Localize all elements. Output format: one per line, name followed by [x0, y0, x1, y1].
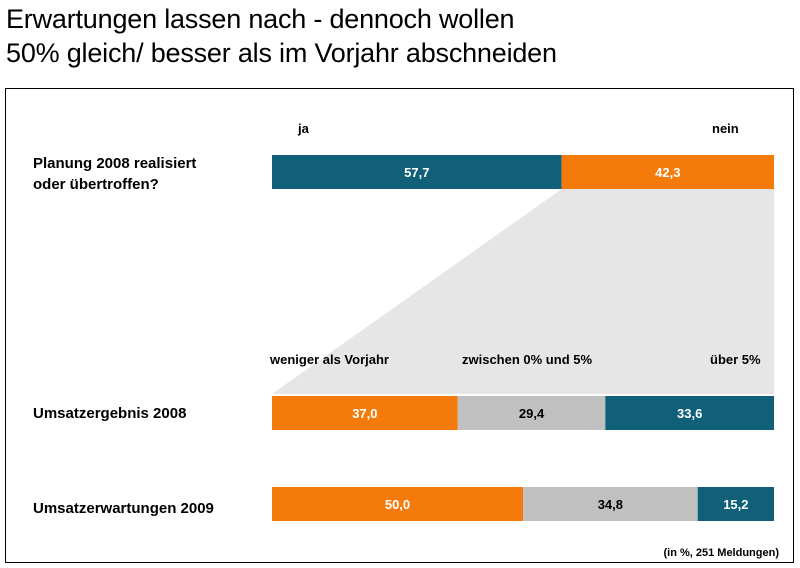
- legend-ueber-5: über 5%: [710, 352, 761, 367]
- data-label-1-1-2: 15,2: [723, 497, 748, 512]
- category-label-planung: Planung 2008 realisiert oder übertroffen…: [33, 155, 201, 193]
- footnote: (in %, 251 Meldungen): [663, 547, 779, 559]
- category-label-umsatzergebnis-2008: Umsatzergebnis 2008: [33, 405, 186, 422]
- data-label-0-0-0: 57,7: [404, 165, 429, 180]
- bar-0-0-0: [272, 155, 562, 189]
- bar-1-0-2: [605, 396, 774, 430]
- data-label-1-1-1: 34,8: [598, 497, 623, 512]
- bar-0-0-1: [561, 155, 774, 189]
- legend-ja: ja: [297, 121, 310, 136]
- data-label-1-0-0: 37,0: [352, 406, 377, 421]
- title-line-1: Erwartungen lassen nach - dennoch wollen: [6, 4, 515, 34]
- category-label-planung-line2: oder übertroffen?: [33, 176, 159, 193]
- funnel-connector: [272, 189, 774, 394]
- legend-nein: nein: [712, 121, 739, 136]
- data-label-1-0-2: 33,6: [677, 406, 702, 421]
- bar-1-1-2: [697, 487, 774, 521]
- bar-1-1-1: [523, 487, 698, 521]
- bar-1-0-1: [457, 396, 606, 430]
- data-label-0-0-1: 42,3: [655, 165, 680, 180]
- title-line-2: 50% gleich/ besser als im Vorjahr abschn…: [6, 38, 557, 68]
- chart-title: Erwartungen lassen nach - dennoch wollen…: [6, 2, 557, 70]
- category-label-planung-line1: Planung 2008 realisiert: [33, 155, 196, 172]
- data-label-1-0-1: 29,4: [519, 406, 545, 421]
- legend-zwischen-0-und-5: zwischen 0% und 5%: [462, 352, 592, 367]
- bar-1-1-0: [272, 487, 523, 521]
- bar-1-0-0: [272, 396, 458, 430]
- legend-weniger-als-vorjahr: weniger als Vorjahr: [269, 352, 389, 367]
- category-label-umsatzerwartungen-2009: Umsatzerwartungen 2009: [33, 500, 214, 517]
- data-label-1-1-0: 50,0: [385, 497, 410, 512]
